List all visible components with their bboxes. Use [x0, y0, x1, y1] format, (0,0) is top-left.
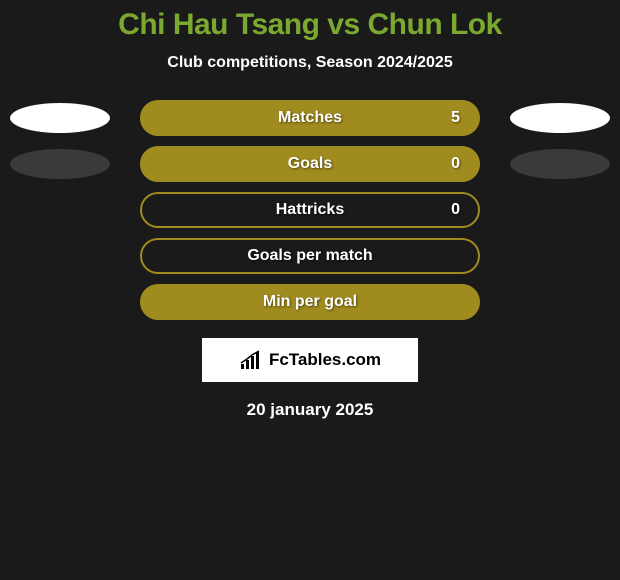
stat-label: Goals per match: [247, 247, 372, 265]
stat-bar: Goals 0: [140, 146, 480, 182]
page-title: Chi Hau Tsang vs Chun Lok: [118, 8, 502, 42]
stats-rows: Matches 5 Goals 0 Hattricks 0 Goals per …: [0, 100, 620, 320]
right-ellipse: [510, 103, 610, 133]
chart-icon: [239, 350, 263, 370]
stat-value: 0: [451, 155, 460, 173]
stat-row-goals: Goals 0: [0, 146, 620, 182]
stat-value: 5: [451, 109, 460, 127]
left-ellipse: [10, 149, 110, 179]
stat-row-goals-per-match: Goals per match: [0, 238, 620, 274]
left-ellipse: [10, 103, 110, 133]
right-ellipse: [510, 149, 610, 179]
stat-bar: Matches 5: [140, 100, 480, 136]
logo-box[interactable]: FcTables.com: [202, 338, 418, 382]
stat-bar: Min per goal: [140, 284, 480, 320]
page-subtitle: Club competitions, Season 2024/2025: [167, 54, 452, 72]
stat-label: Goals: [288, 155, 332, 173]
stat-value: 0: [451, 201, 460, 219]
stat-row-matches: Matches 5: [0, 100, 620, 136]
stat-bar: Hattricks 0: [140, 192, 480, 228]
date-text: 20 january 2025: [247, 400, 374, 420]
main-container: Chi Hau Tsang vs Chun Lok Club competiti…: [0, 0, 620, 420]
logo-text: FcTables.com: [269, 350, 381, 370]
stat-bar: Goals per match: [140, 238, 480, 274]
stat-label: Hattricks: [276, 201, 344, 219]
stat-row-hattricks: Hattricks 0: [0, 192, 620, 228]
stat-row-min-per-goal: Min per goal: [0, 284, 620, 320]
stat-label: Min per goal: [263, 293, 357, 311]
stat-label: Matches: [278, 109, 342, 127]
